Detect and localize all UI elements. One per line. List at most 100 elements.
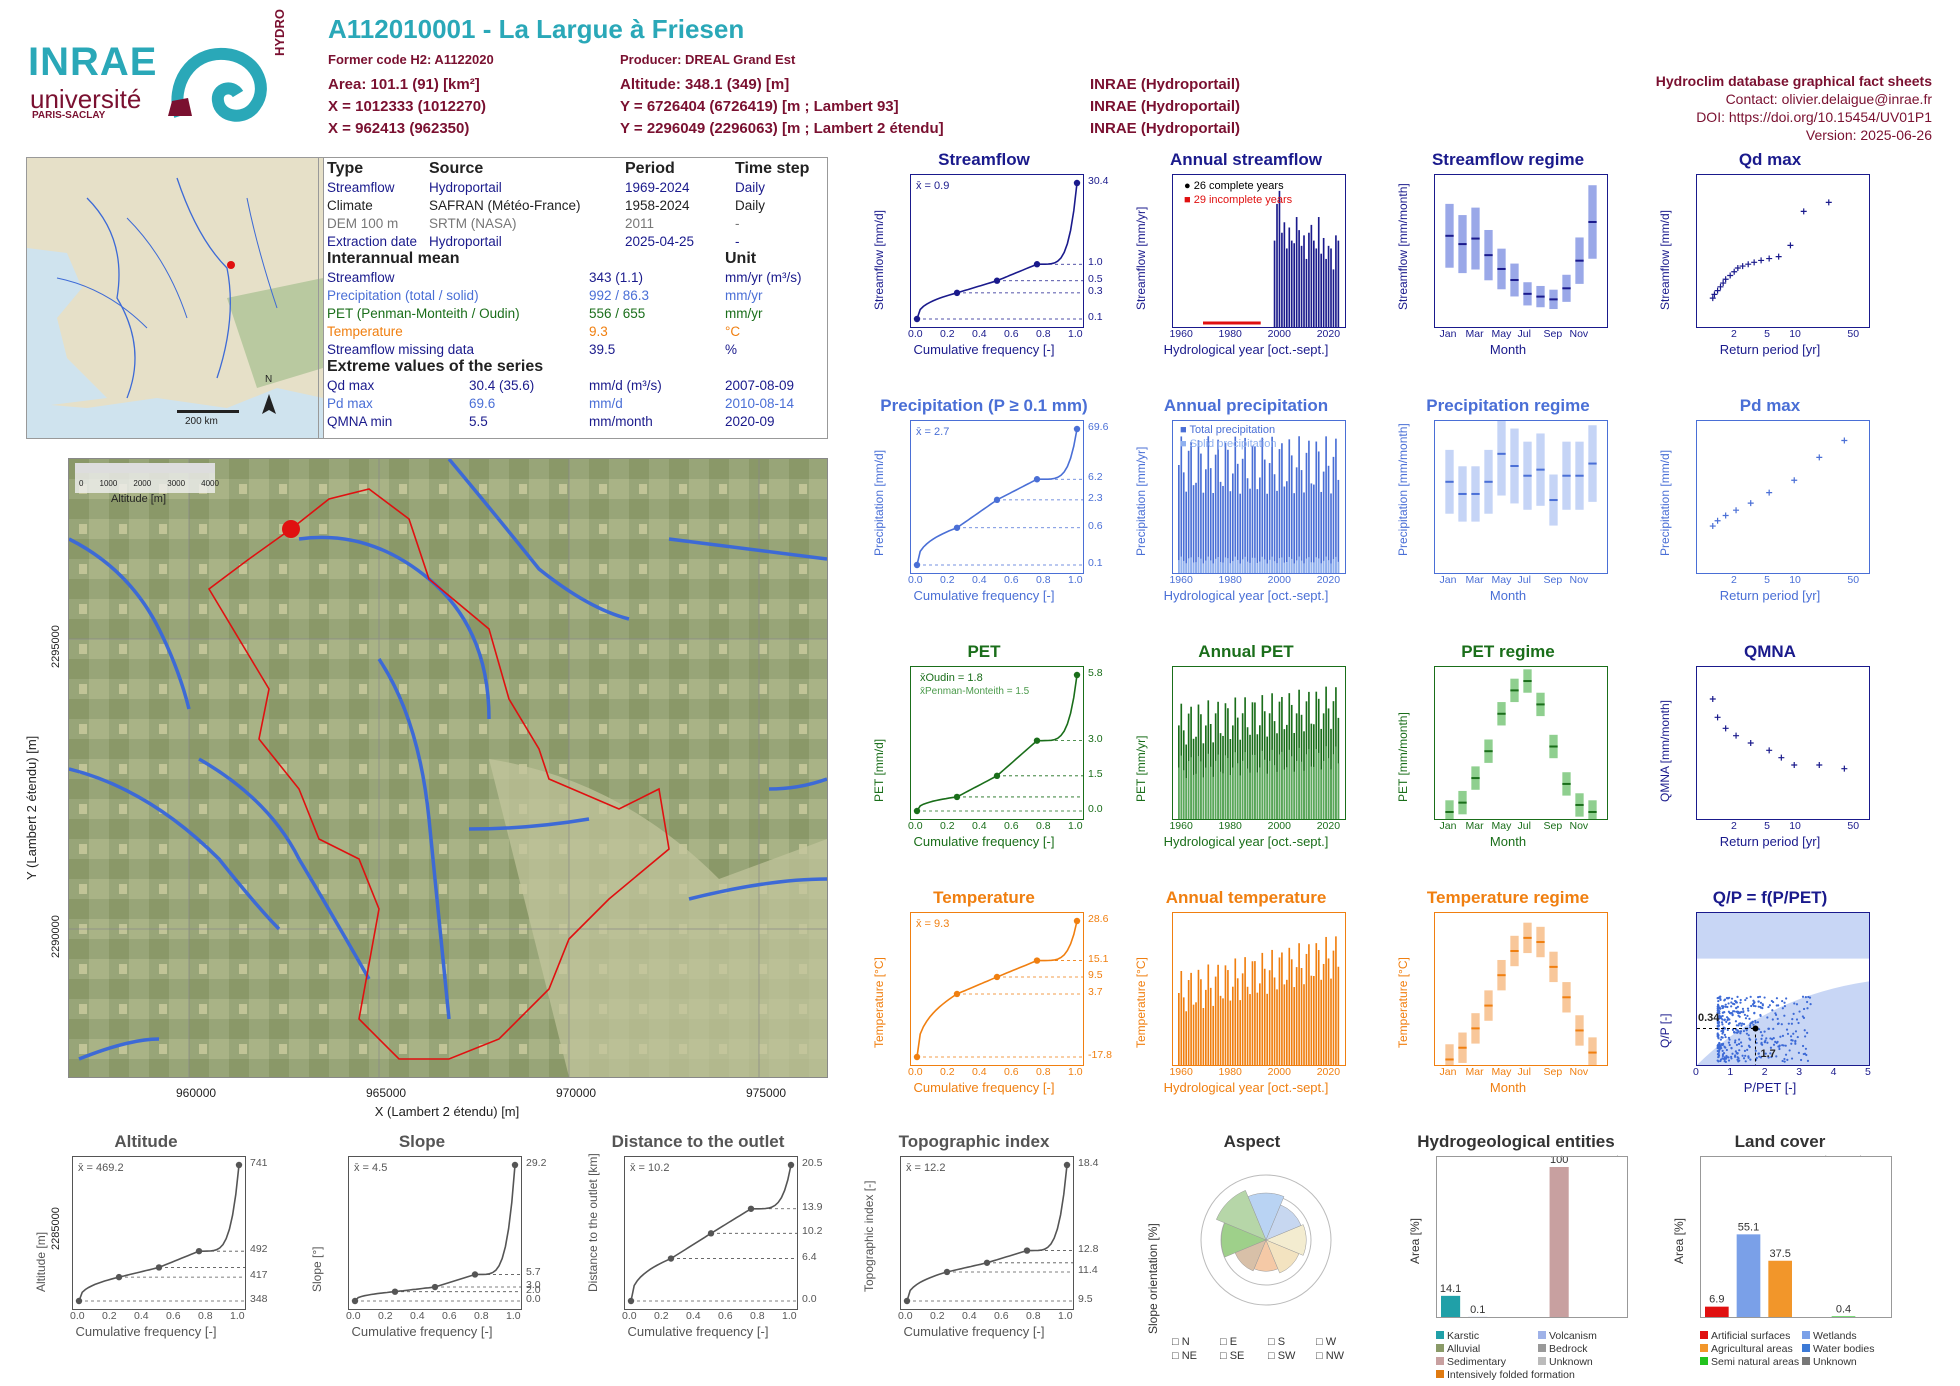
legend-incomplete: ■ 29 incomplete years bbox=[1184, 194, 1293, 206]
x-tick: 2 bbox=[1731, 328, 1737, 340]
year-bar bbox=[1271, 436, 1273, 573]
legend-swatch bbox=[1700, 1357, 1708, 1365]
chart-title: Annual PET bbox=[1198, 642, 1294, 661]
year-bar bbox=[1207, 964, 1210, 1065]
qp-point bbox=[1761, 1034, 1764, 1037]
month-tick: Jan bbox=[1439, 328, 1457, 340]
doi[interactable]: DOI: https://doi.org/10.15454/UV01P1 bbox=[1696, 109, 1932, 125]
year-bar bbox=[1195, 1002, 1197, 1065]
quartile-point bbox=[391, 1288, 399, 1295]
rose-sector bbox=[1265, 1224, 1307, 1256]
plot-area bbox=[1434, 420, 1608, 574]
contact[interactable]: Contact: olivier.delaigue@inrae.fr bbox=[1725, 91, 1932, 107]
step: - bbox=[735, 216, 740, 231]
y-axis-label: Streamflow [mm/yr] bbox=[1134, 206, 1148, 310]
qp-point bbox=[1727, 1059, 1731, 1062]
qp-point bbox=[1733, 1010, 1736, 1013]
year-bar-secondary bbox=[1254, 754, 1256, 819]
cdf-line bbox=[354, 1164, 516, 1302]
qp-point bbox=[1744, 998, 1747, 1002]
qp-point bbox=[1742, 1057, 1746, 1060]
year-bar bbox=[1273, 240, 1276, 327]
qp-point bbox=[1803, 1029, 1806, 1032]
legend-item: Karstic bbox=[1436, 1330, 1479, 1342]
rp-point bbox=[1722, 725, 1729, 732]
year-bar-secondary bbox=[1234, 556, 1237, 573]
date: 2007-08-09 bbox=[725, 378, 795, 393]
right-tick: 1.5 bbox=[1088, 767, 1103, 780]
year-bar bbox=[1187, 980, 1190, 1065]
qp-point bbox=[1806, 1059, 1810, 1062]
year-bar-secondary bbox=[1281, 557, 1283, 573]
period: 2011 bbox=[625, 216, 655, 231]
paris-saclay-logo: PARIS-SACLAY bbox=[32, 110, 106, 121]
qp-point bbox=[1716, 1017, 1719, 1021]
name: Pd max bbox=[327, 396, 373, 411]
month-tick: Mar bbox=[1465, 1066, 1484, 1078]
qp-point bbox=[1766, 1041, 1769, 1044]
year-bar bbox=[1182, 997, 1185, 1065]
legend-item: Artificial surfaces bbox=[1700, 1330, 1790, 1342]
y-axis-label: Streamflow [mm/d] bbox=[872, 209, 886, 310]
x-tick: 0.8 bbox=[1036, 574, 1051, 586]
info-header: Type Source Period Time step bbox=[327, 160, 819, 178]
qp-point bbox=[1794, 1040, 1797, 1043]
quartile-point bbox=[1073, 179, 1081, 187]
quartile-point bbox=[1073, 671, 1081, 679]
year-bar-secondary bbox=[1308, 749, 1310, 819]
year-bar-secondary bbox=[1244, 556, 1246, 573]
qp-point bbox=[1743, 1049, 1747, 1052]
year-bar bbox=[1278, 190, 1281, 327]
qp-point bbox=[1716, 1003, 1720, 1006]
qp-point bbox=[1720, 1017, 1723, 1020]
source: SRTM (NASA) bbox=[429, 216, 517, 231]
extreme-row: Qd max 30.4 (35.6) mm/d (m³/s) 2007-08-0… bbox=[327, 378, 819, 396]
year-bar bbox=[1224, 965, 1227, 1065]
year-bar-secondary bbox=[1241, 760, 1244, 819]
rp-point bbox=[1747, 500, 1754, 507]
year-bar bbox=[1229, 1000, 1232, 1065]
qp-point bbox=[1795, 1003, 1799, 1006]
legend-item: Unknown bbox=[1802, 1356, 1857, 1368]
year-bar-secondary bbox=[1276, 563, 1278, 573]
value: 39.5 bbox=[589, 342, 616, 357]
year-bar-secondary bbox=[1214, 558, 1217, 573]
right-tick: 0.0 bbox=[526, 1293, 541, 1305]
month-tick: Jul bbox=[1517, 820, 1531, 832]
year-bar bbox=[1219, 481, 1222, 573]
year-bar bbox=[1251, 445, 1254, 573]
quartile-point bbox=[1033, 737, 1041, 744]
qp-point bbox=[1781, 1059, 1784, 1063]
year-bar-secondary bbox=[1330, 563, 1332, 573]
qp-point bbox=[1721, 1049, 1724, 1052]
rp-point bbox=[1709, 523, 1716, 530]
right-tick: 2.3 bbox=[1088, 491, 1103, 504]
month-box bbox=[1588, 1037, 1597, 1065]
name: Precipitation (total / solid) bbox=[327, 288, 479, 303]
rp-point bbox=[1722, 512, 1729, 519]
qp-point bbox=[1723, 1060, 1726, 1063]
chart-panel: Temperature regime Temperature [°C] Month J… bbox=[1392, 888, 1624, 1120]
year-bar-secondary bbox=[1276, 771, 1278, 819]
qp-point bbox=[1754, 1038, 1758, 1041]
x-tick: 0.2 bbox=[940, 820, 955, 832]
qp-point bbox=[1777, 1004, 1780, 1007]
year-bar bbox=[1325, 936, 1327, 1065]
x-tick: 0.6 bbox=[718, 1310, 733, 1322]
year-bar-secondary bbox=[1327, 758, 1330, 819]
quartile-point bbox=[953, 793, 961, 801]
mean-label: x̄ = 469.2 bbox=[78, 1162, 124, 1174]
qp-point bbox=[1772, 1027, 1775, 1030]
map-ytick: 2290000 bbox=[50, 915, 62, 958]
mean-row: Precipitation (total / solid) 992 / 86.3… bbox=[327, 288, 819, 306]
qp-point bbox=[1717, 1024, 1720, 1027]
qp-point bbox=[1718, 1048, 1721, 1052]
map-ytick: 2295000 bbox=[50, 625, 62, 668]
qp-point bbox=[1793, 1002, 1796, 1005]
year-bar bbox=[1217, 964, 1219, 1065]
year-bar bbox=[1236, 463, 1239, 573]
plot-area bbox=[624, 1156, 798, 1310]
x-tick: 2 bbox=[1731, 820, 1737, 832]
x-tick: 1980 bbox=[1218, 1066, 1242, 1078]
year-bar bbox=[1335, 936, 1337, 1065]
